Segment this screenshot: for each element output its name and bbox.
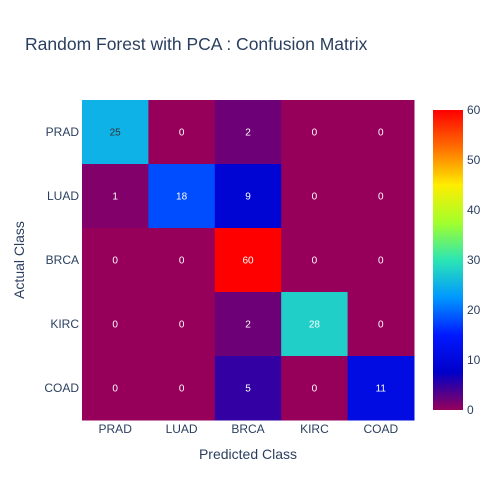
cell-value-label: 2 [245,128,251,139]
heatmap-cell [214,164,282,229]
x-tick-label: BRCA [231,422,264,436]
colorbar-ticks: 0 10 20 30 40 50 60 [467,103,481,417]
y-axis-title: Actual Class [11,221,27,299]
colorbar-tick-label: 40 [467,203,481,217]
chart-title: Random Forest with PCA : Confusion Matri… [25,34,368,54]
cell-value-label: 18 [176,192,188,203]
heatmap-cell [347,164,415,229]
x-axis-title: Predicted Class [199,446,297,462]
x-axis-ticks: PRAD LUAD BRCA KIRC COAD [99,422,399,436]
cell-value-label: 0 [179,320,185,331]
heatmap-cell [82,228,149,293]
y-tick-label: PRAD [46,125,80,139]
heatmap-cell [281,164,349,229]
cell-value-label: 0 [179,128,185,139]
heatmap-cell [214,356,282,421]
x-tick-label: KIRC [300,422,329,436]
heatmap-cell [82,100,149,165]
heatmap-cell [148,356,216,421]
y-tick-label: BRCA [46,253,79,267]
heatmap-cell [148,228,216,293]
y-axis-ticks: PRAD LUAD BRCA KIRC COAD [44,125,79,395]
heatmap-cell-labels: 25 0 2 0 0 1 18 9 0 0 0 0 60 0 0 0 0 2 28 0 0 0 5 0 11 [110,128,387,395]
heatmap-cell [347,100,415,165]
cell-value-label: 2 [245,320,251,331]
cell-value-label: 0 [378,128,384,139]
cell-value-label: 9 [245,192,251,203]
heatmap-cell [148,292,216,357]
heatmap-cell [214,100,282,165]
cell-value-label: 0 [378,256,384,267]
cell-value-label: 60 [242,256,254,267]
colorbar-tick-label: 30 [467,253,481,267]
x-tick-label: PRAD [99,422,133,436]
cell-value-label: 0 [378,192,384,203]
heatmap-cell [82,292,149,357]
colorbar-tick-label: 10 [467,353,481,367]
cell-value-label: 0 [312,256,318,267]
heatmap-cell [281,100,349,165]
cell-value-label: 0 [312,192,318,203]
colorbar [433,110,463,410]
heatmap-cell [347,292,415,357]
heatmap-cell [347,356,415,421]
cell-value-label: 0 [112,320,118,331]
heatmap-cells [82,100,415,421]
heatmap-cell [281,356,349,421]
cell-value-label: 25 [110,128,122,139]
heatmap-cell [214,228,282,293]
heatmap-cell [214,292,282,357]
cell-value-label: 0 [312,128,318,139]
x-tick-label: COAD [363,422,398,436]
y-tick-label: LUAD [47,189,79,203]
y-tick-label: COAD [44,381,79,395]
colorbar-tick-label: 50 [467,153,481,167]
cell-value-label: 0 [378,320,384,331]
heatmap-cell [347,228,415,293]
cell-value-label: 1 [112,192,118,203]
x-tick-label: LUAD [166,422,198,436]
cell-value-label: 28 [309,320,321,331]
cell-value-label: 0 [312,384,318,395]
cell-value-label: 0 [179,384,185,395]
cell-value-label: 5 [245,384,251,395]
heatmap-cell [281,228,349,293]
cell-value-label: 0 [179,256,185,267]
cell-value-label: 11 [376,384,387,395]
colorbar-tick-label: 20 [467,303,481,317]
colorbar-tick-label: 0 [467,403,474,417]
cell-value-label: 0 [112,384,118,395]
heatmap-cell [281,292,349,357]
heatmap-cell [82,164,149,229]
cell-value-label: 0 [112,256,118,267]
heatmap-cell [148,164,216,229]
heatmap-cell [82,356,149,421]
y-tick-label: KIRC [50,317,79,331]
colorbar-tick-label: 60 [467,103,481,117]
heatmap-cell [148,100,216,165]
